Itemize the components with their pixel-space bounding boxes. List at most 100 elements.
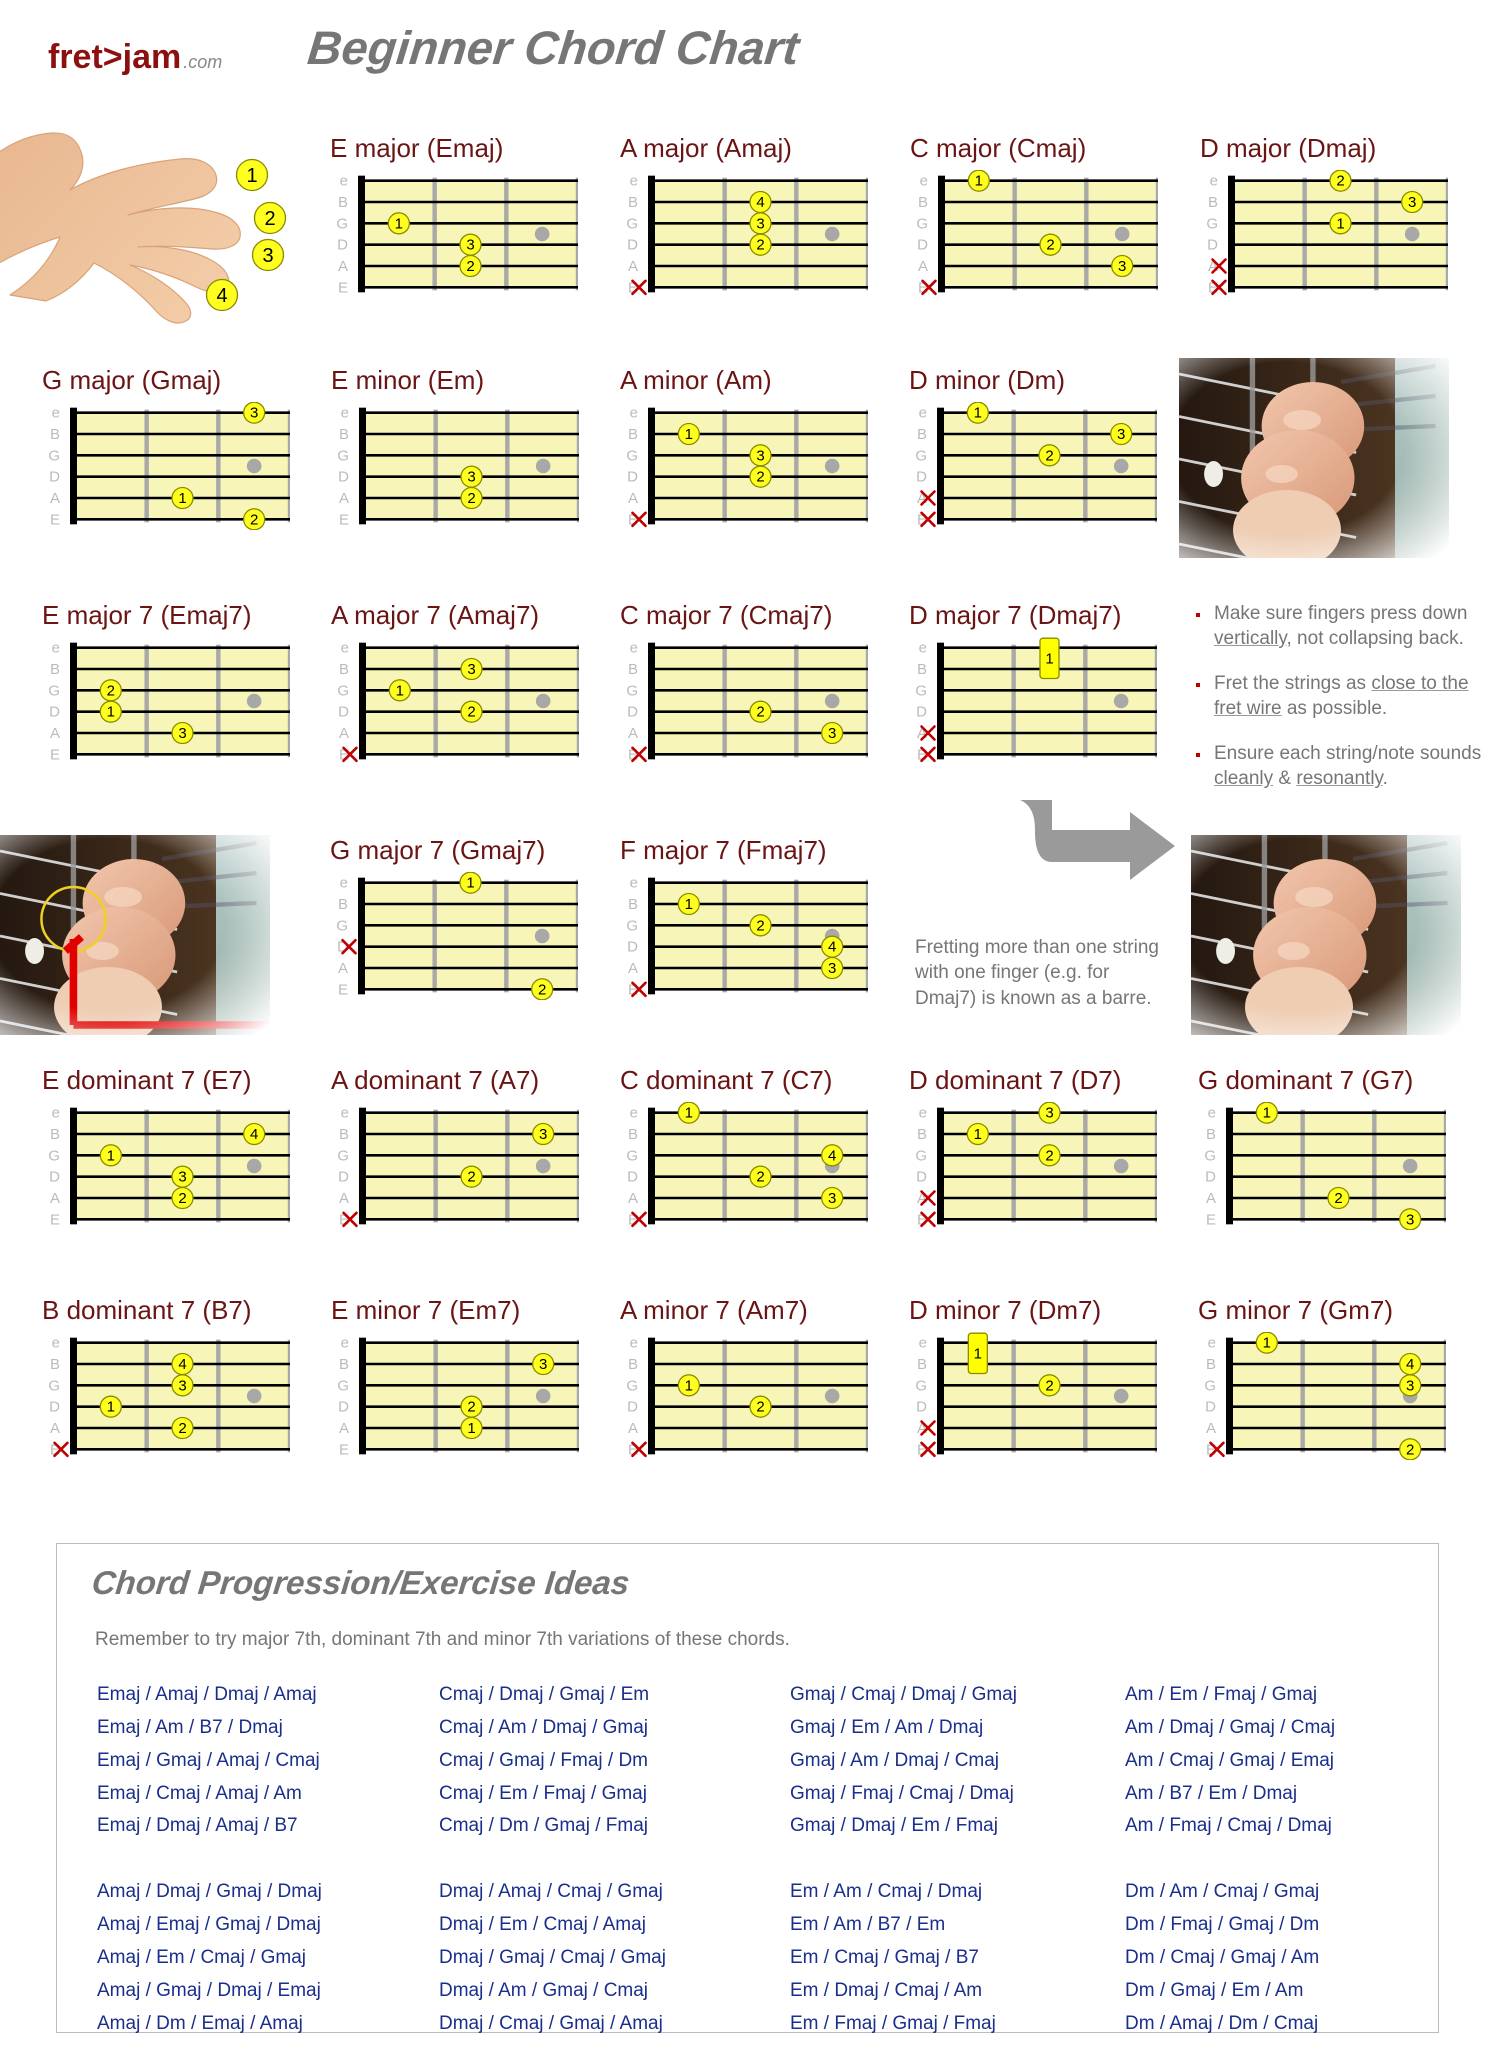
svg-text:A: A [50, 1420, 60, 1437]
svg-text:3: 3 [756, 447, 764, 464]
svg-text:3: 3 [1408, 194, 1416, 211]
svg-text:D: D [627, 704, 638, 721]
svg-text:2: 2 [1334, 1190, 1342, 1207]
svg-text:A: A [339, 725, 349, 742]
svg-text:2: 2 [467, 1399, 475, 1416]
svg-text:B: B [338, 194, 348, 211]
svg-text:G: G [48, 1147, 60, 1164]
svg-text:B: B [50, 1126, 60, 1143]
svg-text:G: G [337, 682, 349, 699]
svg-text:A: A [338, 258, 348, 275]
svg-text:B: B [50, 426, 60, 443]
svg-text:D: D [916, 1169, 927, 1186]
svg-text:B: B [917, 426, 927, 443]
svg-text:1: 1 [974, 1126, 982, 1143]
svg-text:D: D [338, 704, 349, 721]
svg-text:A: A [1206, 1190, 1216, 1207]
svg-text:3: 3 [178, 1169, 186, 1186]
svg-text:3: 3 [262, 245, 273, 267]
svg-text:B: B [338, 896, 348, 913]
svg-text:3: 3 [1406, 1377, 1414, 1394]
svg-text:3: 3 [1118, 258, 1126, 275]
svg-text:D: D [1207, 237, 1218, 254]
svg-text:e: e [341, 405, 349, 422]
svg-text:2: 2 [756, 237, 764, 254]
svg-text:e: e [341, 1105, 349, 1122]
svg-text:G: G [337, 1147, 349, 1164]
svg-text:A: A [628, 1190, 638, 1207]
svg-text:e: e [630, 640, 638, 657]
svg-text:e: e [1208, 1335, 1216, 1352]
svg-text:E: E [338, 981, 348, 998]
svg-text:1: 1 [1263, 1335, 1271, 1352]
svg-text:3: 3 [828, 725, 836, 742]
svg-text:1: 1 [396, 682, 404, 699]
svg-text:G: G [915, 682, 927, 699]
svg-text:2: 2 [538, 981, 546, 998]
svg-text:e: e [52, 640, 60, 657]
svg-text:e: e [630, 875, 638, 892]
svg-text:1: 1 [1045, 650, 1053, 667]
svg-text:E: E [338, 279, 348, 296]
svg-text:G: G [915, 447, 927, 464]
svg-text:G: G [626, 682, 638, 699]
svg-text:3: 3 [467, 661, 475, 678]
svg-text:1: 1 [107, 704, 115, 721]
svg-text:D: D [49, 1169, 60, 1186]
svg-text:A: A [918, 258, 928, 275]
svg-text:B: B [339, 1126, 349, 1143]
svg-text:G: G [626, 1377, 638, 1394]
svg-text:e: e [341, 1335, 349, 1352]
svg-text:A: A [628, 960, 638, 977]
svg-text:3: 3 [178, 1377, 186, 1394]
svg-text:4: 4 [178, 1356, 186, 1373]
svg-text:G: G [1204, 1147, 1216, 1164]
svg-text:D: D [1205, 1399, 1216, 1416]
svg-text:G: G [48, 682, 60, 699]
svg-text:A: A [338, 960, 348, 977]
svg-text:A: A [50, 1190, 60, 1207]
svg-text:D: D [627, 939, 638, 956]
svg-text:2: 2 [1336, 173, 1344, 190]
svg-text:B: B [1208, 194, 1218, 211]
svg-text:E: E [339, 1441, 349, 1458]
svg-text:3: 3 [828, 960, 836, 977]
svg-text:e: e [340, 875, 348, 892]
svg-text:2: 2 [467, 704, 475, 721]
svg-text:2: 2 [467, 1169, 475, 1186]
svg-text:1: 1 [467, 1420, 475, 1437]
svg-text:A: A [628, 1420, 638, 1437]
svg-text:B: B [628, 426, 638, 443]
svg-text:2: 2 [1045, 447, 1053, 464]
svg-text:A: A [339, 1420, 349, 1437]
svg-text:D: D [338, 1169, 349, 1186]
svg-text:A: A [339, 490, 349, 507]
svg-text:3: 3 [178, 725, 186, 742]
svg-text:G: G [626, 215, 638, 232]
svg-text:D: D [916, 704, 927, 721]
svg-text:B: B [628, 1356, 638, 1373]
svg-text:4: 4 [1406, 1356, 1414, 1373]
svg-text:1: 1 [685, 896, 693, 913]
svg-text:A: A [339, 1190, 349, 1207]
svg-text:E: E [50, 1211, 60, 1228]
svg-text:B: B [628, 1126, 638, 1143]
svg-text:D: D [338, 469, 349, 486]
svg-text:e: e [630, 173, 638, 190]
svg-text:3: 3 [539, 1126, 547, 1143]
svg-text:B: B [628, 661, 638, 678]
svg-text:2: 2 [1046, 237, 1054, 254]
svg-text:1: 1 [974, 405, 982, 422]
svg-text:1: 1 [1336, 215, 1344, 232]
svg-text:3: 3 [539, 1356, 547, 1373]
svg-text:A: A [1206, 1420, 1216, 1437]
svg-text:3: 3 [1045, 1105, 1053, 1122]
svg-text:G: G [1204, 1377, 1216, 1394]
svg-text:D: D [49, 1399, 60, 1416]
svg-text:1: 1 [107, 1399, 115, 1416]
svg-text:B: B [917, 661, 927, 678]
svg-text:4: 4 [250, 1126, 258, 1143]
svg-text:e: e [919, 405, 927, 422]
svg-text:1: 1 [466, 875, 474, 892]
svg-text:D: D [917, 237, 928, 254]
